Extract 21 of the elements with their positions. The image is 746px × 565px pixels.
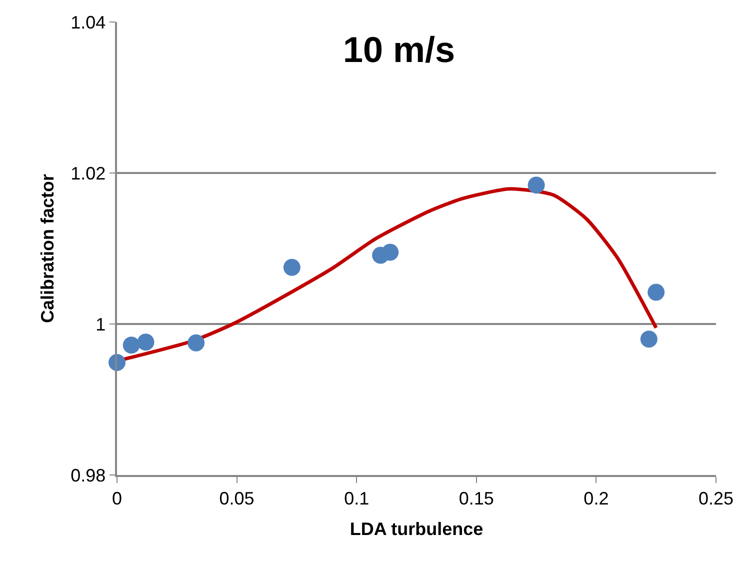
x-axis-title: LDA turbulence — [350, 518, 484, 539]
x-tick-label: 0 — [112, 488, 122, 508]
x-tick-label: 0.25 — [698, 488, 734, 508]
y-tick-label: 1.04 — [70, 12, 106, 32]
point — [122, 336, 140, 354]
x-tick-label: 0.05 — [219, 488, 254, 508]
y-axis-title: Calibration factor — [37, 174, 58, 324]
point — [137, 334, 154, 351]
point — [283, 258, 300, 276]
x-tick-label: 0.2 — [584, 488, 609, 508]
point — [188, 334, 205, 352]
point — [382, 244, 399, 261]
y-tick-label: 0.98 — [70, 465, 106, 486]
y-tick-label: 1 — [96, 314, 106, 334]
chart-title: 10 m/s — [343, 29, 456, 70]
point — [640, 330, 658, 348]
x-tick-label: 0.1 — [344, 488, 370, 508]
point — [528, 176, 545, 194]
x-tick-label: 0.15 — [458, 488, 494, 508]
point — [648, 284, 665, 301]
y-tick-label: 1.02 — [70, 163, 106, 184]
